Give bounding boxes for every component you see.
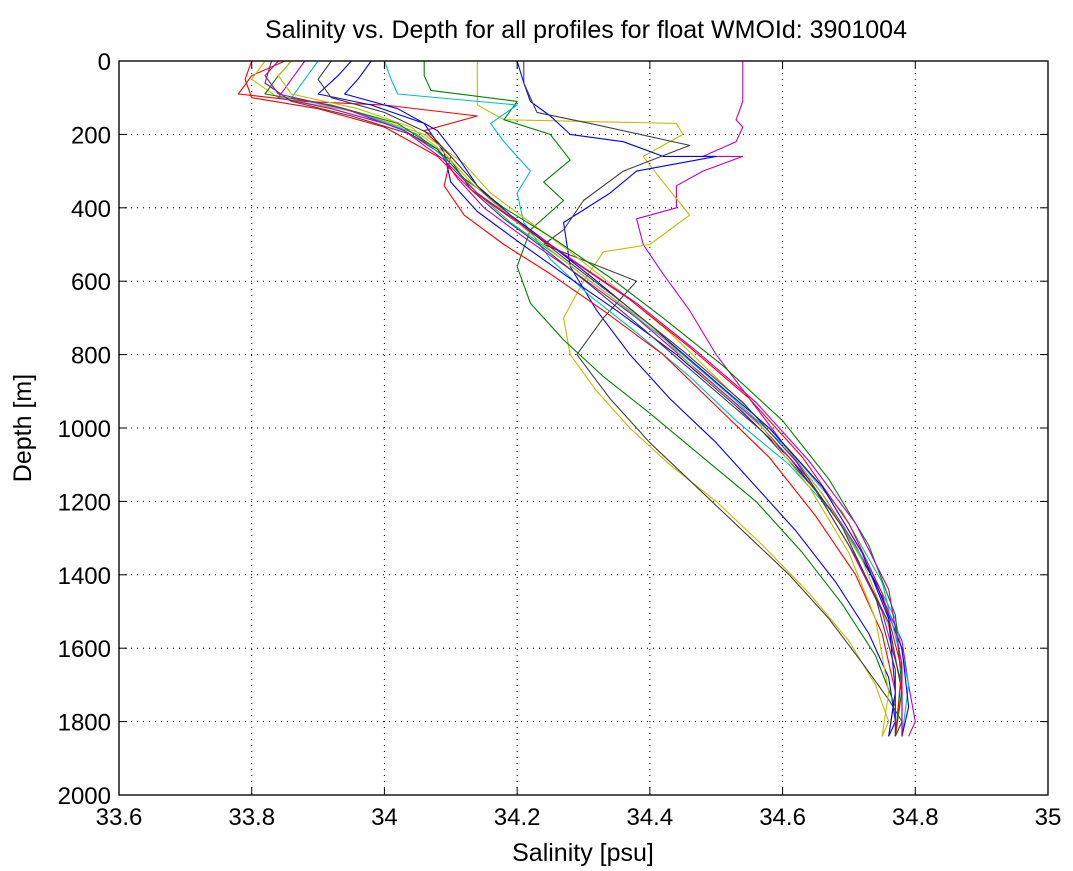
profile-line-18 xyxy=(264,60,903,737)
profile-line-15 xyxy=(344,60,896,737)
y-tick-label: 1600 xyxy=(58,636,111,663)
x-tick-label: 33.8 xyxy=(228,804,275,831)
x-tick-label: 34 xyxy=(371,804,398,831)
profile-line-1 xyxy=(636,61,916,737)
profile-line-6 xyxy=(383,60,910,737)
profile-line-3 xyxy=(516,60,896,737)
y-tick-label: 0 xyxy=(98,49,111,76)
x-axis-label: Salinity [psu] xyxy=(512,839,654,867)
profile-line-16 xyxy=(277,60,890,737)
profile-line-5 xyxy=(423,61,896,737)
y-tick-label: 400 xyxy=(71,196,111,223)
plot-frame-border xyxy=(118,60,1049,796)
x-tick-label: 34.8 xyxy=(892,804,939,831)
y-tick-label: 1800 xyxy=(58,710,111,737)
y-tick-label: 1200 xyxy=(58,489,111,516)
chart-title: Salinity vs. Depth for all profiles for … xyxy=(265,16,907,44)
profile-line-8 xyxy=(317,60,910,737)
y-tick-label: 600 xyxy=(71,269,111,296)
profile-line-2 xyxy=(476,61,890,737)
profile-line-17 xyxy=(317,60,896,737)
profile-line-4 xyxy=(523,61,903,737)
y-tick-labels: 0 200 400 600 800 1000 1200 1400 1600 1800 2000 xyxy=(58,49,111,810)
x-tick-label: 34.2 xyxy=(494,804,541,831)
x-tick-label: 34.4 xyxy=(626,804,673,831)
y-tick-label: 1000 xyxy=(58,416,111,443)
profile-line-10 xyxy=(277,60,903,737)
x-tick-label: 33.6 xyxy=(96,804,143,831)
y-tick-label: 200 xyxy=(71,122,111,149)
y-tick-label: 800 xyxy=(71,343,111,370)
x-tick-labels: 33.6 33.8 34 34.2 34.4 34.6 34.8 35 xyxy=(96,804,1062,831)
y-axis-label: Depth [m] xyxy=(9,374,37,482)
x-tick-label: 35 xyxy=(1035,804,1062,831)
profile-lines xyxy=(237,60,916,737)
y-tick-label: 1400 xyxy=(58,563,111,590)
profile-line-14 xyxy=(244,60,903,737)
x-tick-label: 34.6 xyxy=(759,804,806,831)
y-tick-label: 2000 xyxy=(58,783,111,810)
